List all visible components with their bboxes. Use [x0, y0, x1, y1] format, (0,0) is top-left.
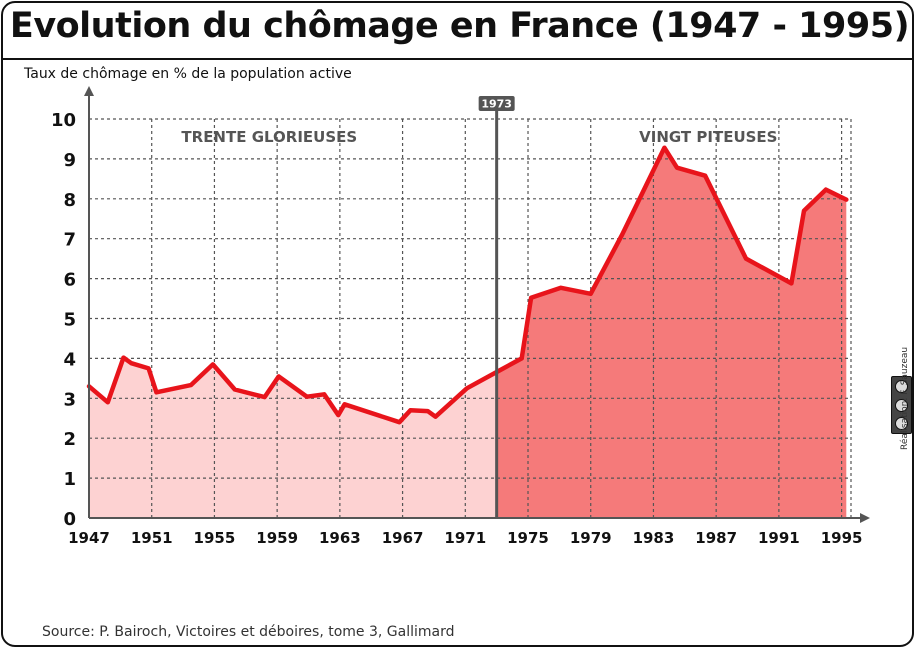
y-tick-label: 4 — [63, 349, 76, 370]
y-tick-label: 7 — [63, 230, 76, 251]
x-tick-label: 1951 — [131, 529, 173, 547]
y-tick-label: 8 — [63, 190, 76, 211]
x-tick-label: 1959 — [256, 529, 298, 547]
chart-title: Evolution du chômage en France (1947 - 1… — [9, 6, 910, 46]
x-axis-arrow — [860, 513, 870, 523]
x-tick-label: 1979 — [570, 529, 612, 547]
period-annotation: VINGT PITEUSES — [639, 128, 777, 146]
y-tick-label: 0 — [63, 509, 76, 530]
x-tick-label: 1967 — [382, 529, 424, 547]
x-tick-label: 1995 — [821, 529, 863, 547]
y-tick-label: 5 — [63, 310, 76, 331]
x-tick-label: 1983 — [633, 529, 675, 547]
x-tick-label: 1991 — [758, 529, 800, 547]
y-axis-arrow — [84, 86, 94, 96]
x-tick-label: 1955 — [194, 529, 236, 547]
y-tick-label: 6 — [63, 270, 76, 291]
y-tick-label: 10 — [51, 110, 76, 131]
cc-license-icon — [891, 376, 912, 434]
y-tick-label: 9 — [63, 150, 76, 171]
x-tick-label: 1987 — [695, 529, 737, 547]
title-divider — [3, 58, 912, 60]
source-text: Source: P. Bairoch, Victoires et déboire… — [42, 624, 455, 640]
marker-label-box — [478, 96, 515, 111]
y-tick-label: 2 — [63, 429, 76, 450]
area-before-1973 — [89, 357, 497, 518]
credit-text: Réalisation: F. Sauzeau — [900, 346, 910, 450]
period-annotation: TRENTE GLORIEUSES — [181, 128, 357, 146]
y-axis-label: Taux de chômage en % de la population ac… — [24, 66, 352, 82]
x-tick-label: 1963 — [319, 529, 361, 547]
marker-label: 1973 — [481, 98, 512, 111]
x-tick-label: 1975 — [507, 529, 549, 547]
area-after-1973 — [496, 147, 847, 518]
y-tick-label: 3 — [63, 389, 76, 410]
y-tick-label: 1 — [63, 469, 76, 490]
unemployment-line — [86, 145, 849, 425]
x-tick-label: 1947 — [68, 529, 110, 547]
x-tick-label: 1971 — [444, 529, 486, 547]
